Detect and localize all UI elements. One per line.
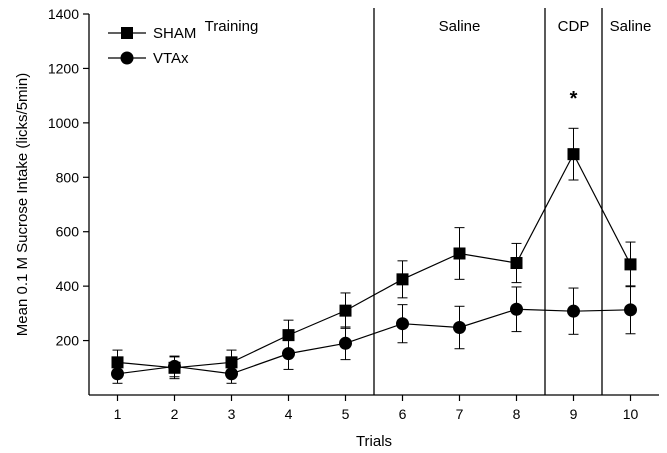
series-line [117, 308, 631, 375]
series-vtax [111, 285, 637, 384]
data-point [567, 304, 580, 318]
x-tick-label: 3 [228, 406, 236, 422]
phase-labels: Training Saline CDP Saline [205, 18, 652, 35]
data-point [453, 247, 466, 260]
legend-item: VTAx [108, 50, 189, 67]
legend-label: SHAM [153, 25, 196, 42]
data-point [282, 347, 295, 361]
x-tick-label: 4 [285, 406, 293, 422]
phase-label: CDP [558, 18, 590, 35]
series-layer [111, 127, 637, 384]
data-point [339, 304, 352, 317]
data-point [453, 321, 466, 335]
data-point [225, 367, 238, 381]
data-point [510, 257, 523, 270]
x-tick-label: 7 [456, 406, 464, 422]
data-point [567, 148, 580, 161]
x-axis-title: Trials [356, 433, 392, 450]
x-tick-label: 5 [342, 406, 350, 422]
x-tick-label: 8 [513, 406, 521, 422]
phase-label: Training [205, 18, 259, 35]
legend: SHAM VTAx [108, 25, 196, 67]
y-tick-label: 200 [56, 333, 80, 349]
y-axis-title: Mean 0.1 M Sucrose Intake (licks/5min) [14, 73, 31, 336]
data-point [624, 303, 637, 317]
data-point [111, 356, 124, 369]
y-tick-label: 800 [56, 169, 80, 185]
data-point [168, 359, 181, 373]
significance-asterisk: * [570, 88, 578, 110]
data-point [111, 367, 124, 381]
x-tick-label: 10 [623, 406, 639, 422]
series-line [117, 152, 632, 369]
y-tick-label: 1400 [48, 6, 79, 22]
phase-label: Saline [439, 18, 481, 35]
data-point [396, 317, 409, 331]
legend-item: SHAM [108, 25, 196, 42]
x-tick-label: 6 [399, 406, 407, 422]
y-tick-label: 400 [56, 278, 80, 294]
data-point [624, 258, 637, 271]
phase-dividers [373, 8, 603, 395]
phase-label: Saline [610, 18, 652, 35]
data-point [510, 302, 523, 316]
x-tick-label: 9 [570, 406, 578, 422]
axes: 200 400 600 800 1000 1200 1400 1 2 3 4 5 6 7 8 9 10 [48, 6, 659, 422]
x-tick-label: 2 [171, 406, 179, 422]
legend-marker [120, 51, 134, 65]
y-tick-label: 1200 [48, 60, 79, 76]
data-point [339, 336, 352, 350]
y-tick-label: 600 [56, 224, 80, 240]
x-tick-label: 1 [114, 406, 122, 422]
y-tick-label: 1000 [48, 115, 79, 131]
data-point [225, 356, 238, 369]
legend-label: VTAx [153, 50, 189, 67]
legend-marker [121, 27, 133, 39]
data-point [396, 273, 409, 286]
annotations: * [570, 88, 578, 110]
